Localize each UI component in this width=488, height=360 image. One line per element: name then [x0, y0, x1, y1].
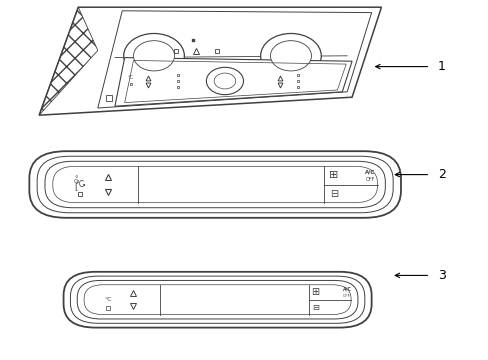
FancyBboxPatch shape	[29, 151, 400, 218]
FancyBboxPatch shape	[95, 88, 122, 108]
Text: OFF: OFF	[365, 176, 374, 181]
Text: 1: 1	[437, 60, 445, 73]
Text: ⊟: ⊟	[311, 303, 318, 312]
Circle shape	[133, 41, 174, 71]
Polygon shape	[39, 7, 381, 115]
Text: ⊞: ⊞	[311, 287, 319, 297]
Text: [: [	[74, 182, 78, 191]
Text: °C: °C	[75, 180, 84, 189]
Text: °C: °C	[104, 297, 112, 302]
Polygon shape	[115, 58, 351, 106]
Text: 2: 2	[437, 168, 445, 181]
Circle shape	[123, 33, 184, 78]
Text: ⊞: ⊞	[328, 170, 338, 180]
Circle shape	[270, 41, 311, 71]
Circle shape	[206, 67, 243, 95]
Text: A/C: A/C	[342, 287, 351, 292]
Text: C: C	[74, 179, 78, 184]
Text: ⊟: ⊟	[329, 189, 337, 199]
Text: °: °	[74, 176, 78, 182]
Circle shape	[214, 73, 235, 89]
Text: 3: 3	[437, 269, 445, 282]
FancyBboxPatch shape	[63, 272, 371, 328]
Text: °C: °C	[127, 75, 133, 80]
Text: $\bullet$: $\bullet$	[81, 181, 86, 187]
Text: A/C: A/C	[365, 169, 375, 174]
Circle shape	[260, 33, 321, 78]
Text: OFF: OFF	[343, 294, 350, 298]
